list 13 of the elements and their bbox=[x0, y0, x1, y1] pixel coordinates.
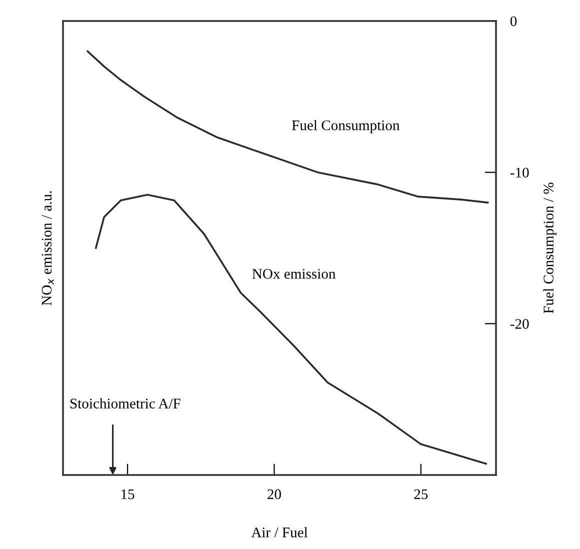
x-axis-title: Air / Fuel bbox=[251, 527, 308, 538]
y-tick-label: 0 bbox=[510, 16, 517, 26]
annotation: Stoichiometric A/F bbox=[70, 398, 180, 408]
y-axis-title: NO$_{x}$ emission / a.u. bbox=[42, 191, 54, 306]
x-tick-label: 25 bbox=[414, 489, 428, 500]
x-tick-label: 20 bbox=[268, 489, 281, 500]
y-tick-label: -10 bbox=[510, 168, 529, 178]
y-tick-label: -20 bbox=[510, 319, 529, 329]
line-series bbox=[86, 50, 489, 204]
series-label: Fuel Consumption bbox=[292, 120, 400, 134]
series-label: NOx emission bbox=[252, 268, 336, 279]
y-axis-title: Fuel Consumption / % bbox=[543, 182, 556, 314]
x-tick-label: 15 bbox=[122, 489, 134, 500]
